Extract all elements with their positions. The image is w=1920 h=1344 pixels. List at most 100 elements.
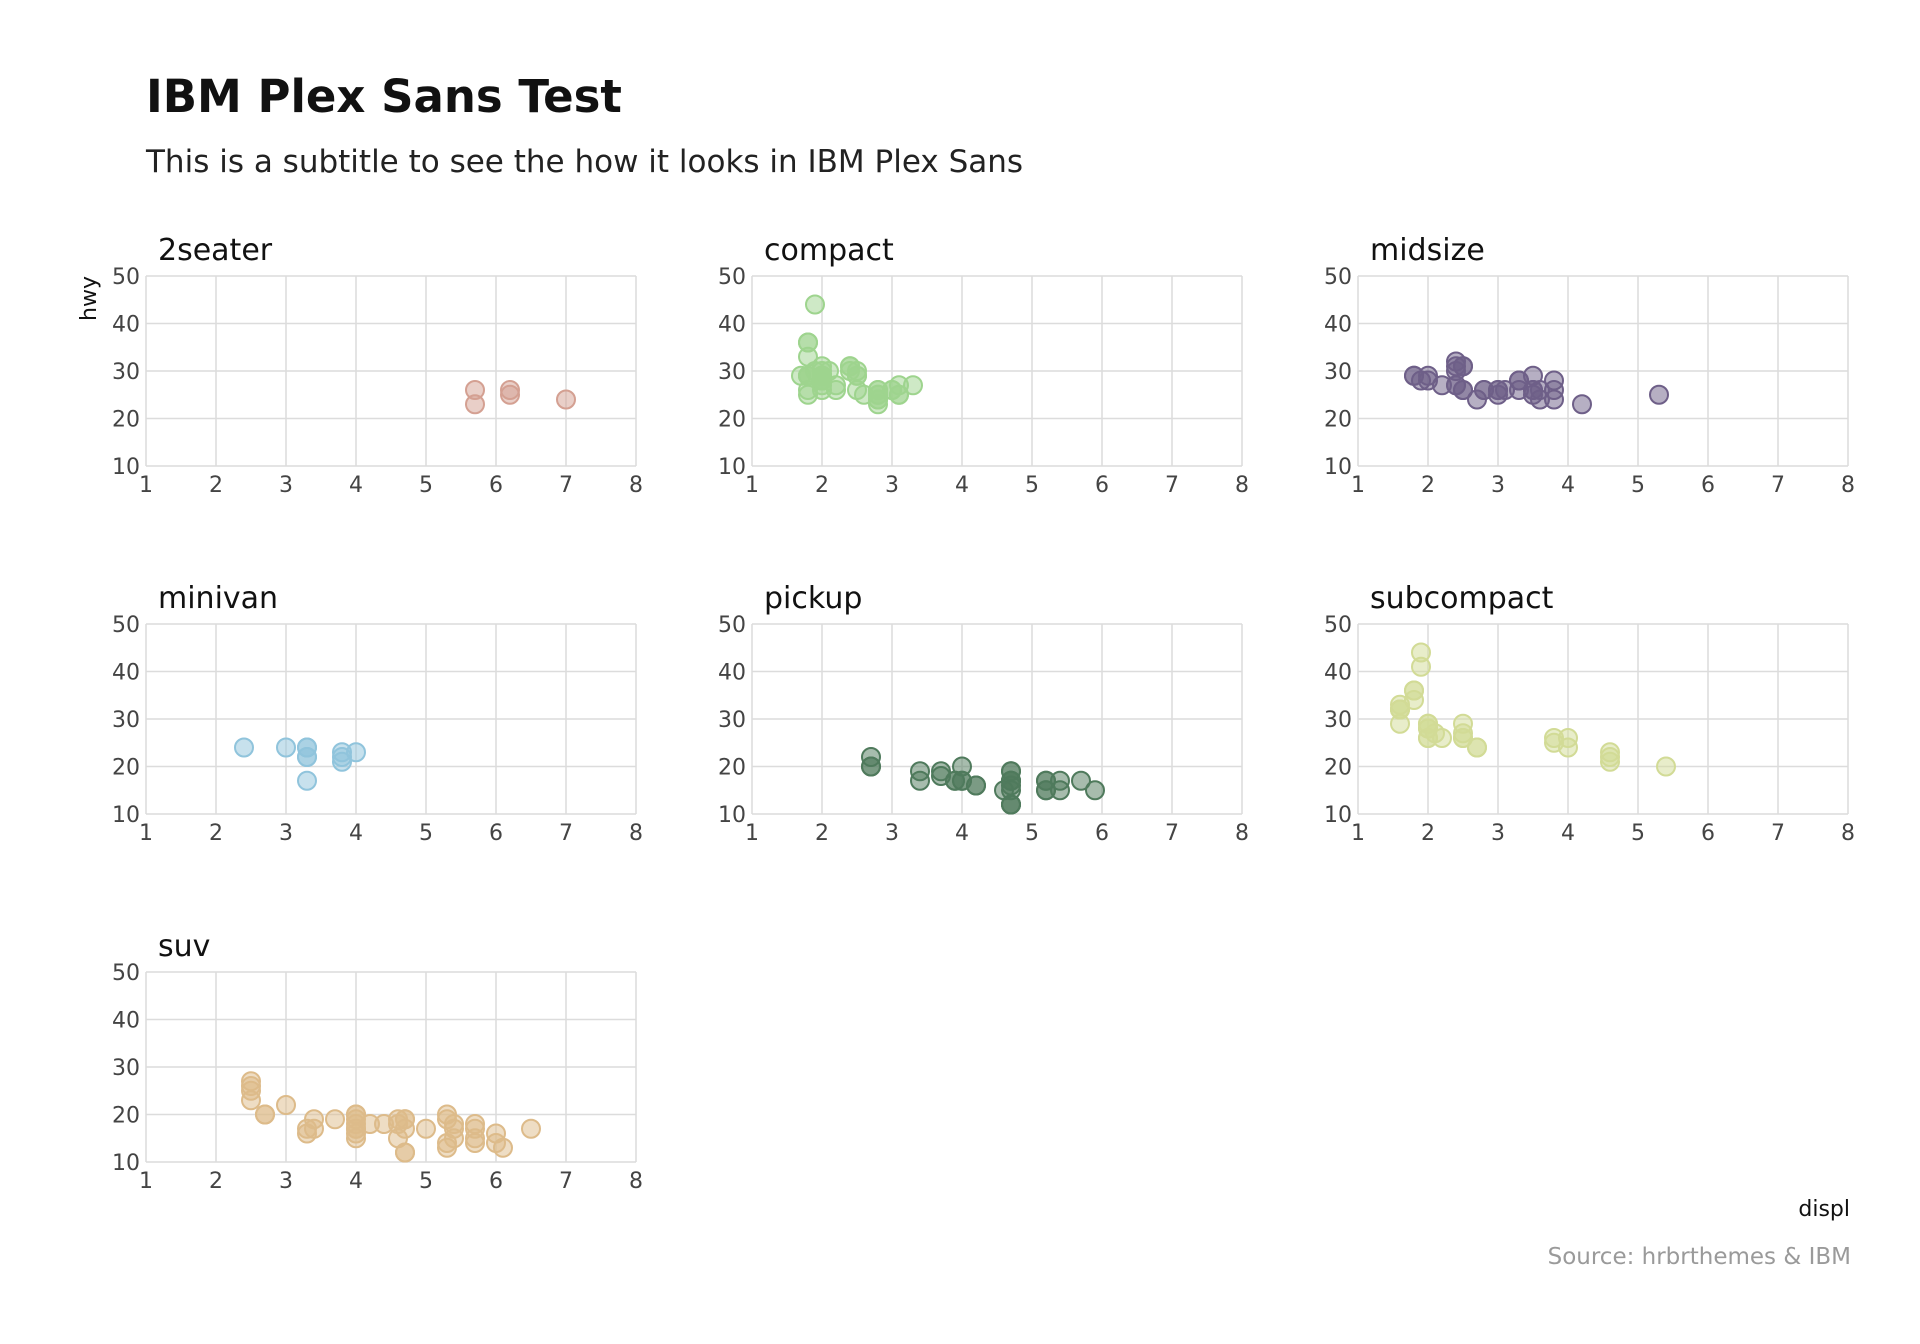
y-tick-label: 40 (718, 313, 746, 338)
facet-panel-subcompact: subcompact 1 2 3 4 5 6 7 8 10 20 30 40 50 (1324, 581, 1855, 846)
x-tick-label: 4 (349, 473, 363, 498)
data-point (346, 742, 366, 763)
data-point (1649, 384, 1669, 405)
facet-title: pickup (764, 581, 862, 616)
data-point (1411, 656, 1431, 677)
x-tick-label: 7 (559, 473, 573, 498)
y-tick-label: 30 (112, 1056, 140, 1081)
facet-title: subcompact (1370, 581, 1554, 616)
x-tick-label: 1 (745, 821, 759, 846)
data-point (1467, 389, 1487, 410)
x-tick-label: 1 (1351, 473, 1365, 498)
data-point (465, 1114, 485, 1134)
x-tick-label: 6 (1095, 473, 1109, 498)
x-tick-label: 7 (1165, 821, 1179, 846)
data-point (346, 1123, 366, 1144)
data-point (812, 370, 832, 391)
x-tick-label: 8 (1235, 473, 1249, 498)
x-tick-label: 5 (419, 473, 433, 498)
y-tick-label: 20 (718, 408, 746, 433)
x-tick-label: 8 (629, 473, 643, 498)
facet-title: minivan (158, 581, 278, 616)
x-tick-label: 3 (885, 473, 899, 498)
x-tick-label: 7 (559, 821, 573, 846)
facet-panel-suv: suv 1 2 3 4 5 6 7 8 10 20 30 40 50 (112, 929, 643, 1194)
data-point (1509, 370, 1529, 391)
x-tick-label: 6 (489, 473, 503, 498)
y-tick-label: 40 (718, 661, 746, 686)
data-point (276, 1095, 296, 1115)
data-point (416, 1118, 436, 1139)
x-tick-label: 5 (1025, 473, 1039, 498)
data-point (1001, 761, 1021, 782)
x-tick-label: 6 (1701, 821, 1715, 846)
x-tick-label: 5 (419, 1169, 433, 1194)
data-point (1453, 356, 1473, 377)
data-point (1050, 780, 1070, 801)
data-point (854, 384, 874, 405)
data-point (1453, 380, 1473, 400)
x-tick-label: 6 (489, 1169, 503, 1194)
y-tick-label: 40 (112, 313, 140, 338)
x-tick-label: 2 (815, 473, 829, 498)
data-point (255, 1104, 275, 1125)
x-tick-label: 1 (139, 821, 153, 846)
y-tick-label: 50 (112, 961, 140, 986)
y-tick-label: 50 (112, 613, 140, 638)
x-tick-label: 5 (1025, 821, 1039, 846)
x-tick-label: 6 (1701, 473, 1715, 498)
x-tick-label: 1 (745, 473, 759, 498)
y-tick-label: 30 (112, 708, 140, 733)
y-tick-label: 30 (112, 360, 140, 385)
data-point (903, 375, 923, 396)
x-tick-label: 8 (1841, 821, 1855, 846)
data-point (325, 1109, 345, 1130)
data-point (395, 1142, 415, 1163)
y-tick-label: 40 (112, 661, 140, 686)
data-point (1544, 370, 1564, 391)
data-point (1453, 728, 1473, 748)
y-tick-label: 50 (718, 613, 746, 638)
data-point (1085, 780, 1105, 801)
y-tick-label: 50 (1324, 613, 1352, 638)
data-point (1600, 742, 1620, 763)
x-tick-label: 7 (1771, 821, 1785, 846)
chart-caption: Source: hrbrthemes & IBM (1547, 1244, 1851, 1270)
x-tick-label: 2 (815, 821, 829, 846)
x-tick-label: 4 (349, 1169, 363, 1194)
y-tick-label: 30 (1324, 360, 1352, 385)
y-tick-label: 20 (112, 1104, 140, 1129)
x-tick-label: 7 (559, 1169, 573, 1194)
y-tick-label: 10 (1324, 455, 1352, 480)
data-point (465, 394, 485, 415)
x-tick-label: 7 (1771, 473, 1785, 498)
facet-panel-minivan: minivan 1 2 3 4 5 6 7 8 10 20 30 40 50 (112, 581, 643, 846)
facet-panel-midsize: midsize 1 2 3 4 5 6 7 8 10 20 30 40 50 (1324, 233, 1855, 498)
y-tick-label: 20 (1324, 756, 1352, 781)
y-tick-label: 10 (718, 803, 746, 828)
data-point (1390, 699, 1410, 720)
y-tick-label: 20 (112, 408, 140, 433)
data-point (1404, 680, 1424, 701)
x-tick-label: 1 (139, 1169, 153, 1194)
data-point (346, 1104, 366, 1125)
chart-subtitle: This is a subtitle to see the how it loo… (146, 144, 1024, 180)
data-point (1656, 756, 1676, 777)
x-tick-label: 7 (1165, 473, 1179, 498)
x-tick-label: 4 (349, 821, 363, 846)
data-point (952, 770, 972, 791)
x-tick-label: 2 (1421, 473, 1435, 498)
x-axis-title: displ (1798, 1197, 1850, 1222)
y-tick-label: 50 (1324, 265, 1352, 290)
data-point (437, 1109, 457, 1130)
y-tick-label: 50 (112, 265, 140, 290)
data-point (1530, 389, 1550, 410)
x-tick-label: 4 (955, 821, 969, 846)
data-point (1071, 770, 1091, 791)
x-tick-label: 1 (139, 473, 153, 498)
data-point (304, 1118, 324, 1139)
data-point (1467, 737, 1487, 758)
x-tick-label: 2 (209, 473, 223, 498)
y-tick-label: 10 (112, 455, 140, 480)
data-point (861, 747, 881, 767)
